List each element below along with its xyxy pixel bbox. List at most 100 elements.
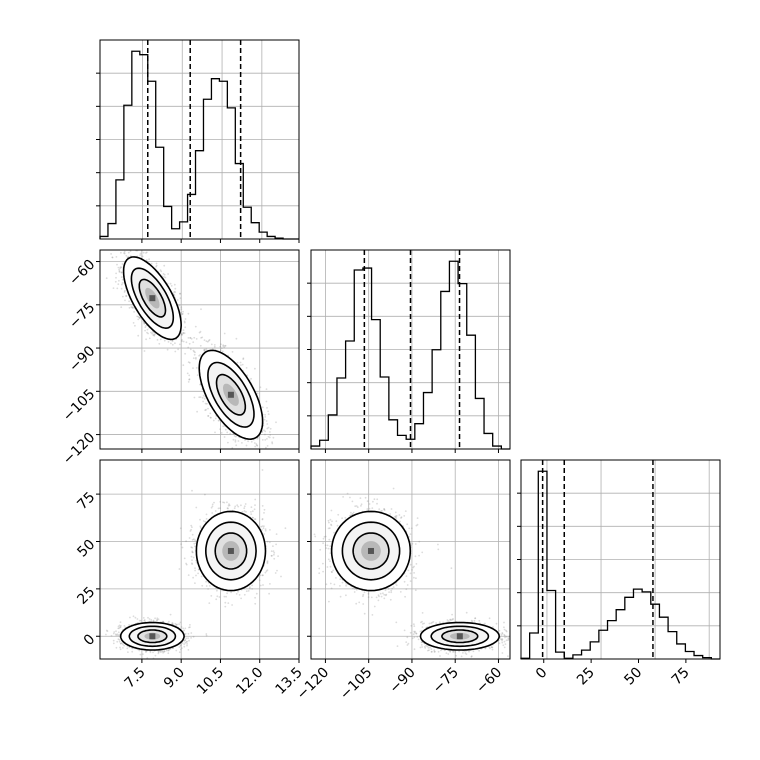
sample-point (209, 416, 212, 419)
sample-point (185, 341, 188, 344)
sample-point (146, 243, 148, 245)
sample-point (163, 650, 166, 653)
sample-point (179, 292, 182, 295)
sample-point (114, 633, 117, 636)
sample-point (166, 649, 168, 652)
sample-point (188, 639, 190, 642)
sample-point (156, 339, 159, 341)
sample-point (174, 342, 176, 345)
sample-point (174, 622, 177, 625)
sample-point (181, 647, 183, 649)
sample-point (132, 306, 135, 309)
sample-point (154, 333, 156, 335)
sample-point (175, 623, 178, 626)
sample-point (119, 626, 122, 628)
sample-point (266, 423, 269, 425)
sample-point (145, 252, 147, 254)
sample-point (242, 357, 245, 360)
sample-point (199, 344, 202, 347)
sample-point (116, 633, 119, 636)
sample-point (264, 416, 267, 418)
sample-point (127, 255, 130, 258)
sample-point (265, 446, 267, 449)
sample-point (247, 440, 250, 443)
sample-point (192, 341, 195, 344)
sample-point (100, 247, 102, 249)
sample-point (138, 316, 141, 319)
sample-point (116, 248, 118, 250)
sample-point (235, 444, 238, 447)
sample-point (268, 436, 271, 439)
sample-point (198, 396, 201, 399)
sample-point (187, 337, 190, 339)
sample-point (120, 271, 123, 274)
sample-point (190, 632, 193, 634)
sample-point (195, 356, 197, 359)
sample-point (246, 374, 249, 377)
sample-point (120, 306, 123, 309)
sample-point (256, 451, 258, 453)
sample-point (263, 429, 265, 432)
sample-point (192, 349, 195, 352)
sample-point (153, 333, 156, 336)
sample-point (264, 430, 267, 433)
sample-point (178, 651, 181, 654)
sample-point (118, 624, 121, 627)
sample-point (119, 626, 122, 629)
sample-point (121, 283, 123, 286)
sample-point (163, 276, 165, 278)
sample-point (180, 626, 183, 628)
sample-point (203, 348, 206, 351)
sample-point (221, 350, 224, 353)
sample-point (145, 324, 148, 327)
sample-point (265, 400, 268, 403)
sample-point (156, 618, 159, 621)
sample-point (121, 263, 124, 265)
sample-point (187, 312, 190, 315)
sample-point (182, 329, 185, 331)
sample-point (192, 357, 195, 360)
sample-point (224, 344, 227, 347)
sample-point (264, 413, 266, 416)
sample-point (159, 269, 162, 271)
sample-point (139, 254, 142, 256)
sample-point (232, 438, 235, 441)
histogram-panel-2 (307, 249, 511, 450)
sample-point (119, 267, 121, 270)
sample-point (264, 433, 266, 436)
sample-point (120, 271, 123, 274)
sample-point (147, 332, 150, 335)
sample-point (131, 306, 134, 308)
sample-point (186, 643, 189, 645)
sample-point (256, 392, 259, 395)
sample-point (193, 353, 196, 356)
sample-point (208, 339, 211, 341)
sample-point (181, 312, 184, 315)
sample-point (234, 440, 237, 443)
sample-point (189, 337, 192, 339)
sample-point (190, 337, 193, 340)
sample-point (143, 322, 146, 325)
sample-point (183, 332, 186, 335)
sample-point (167, 341, 170, 343)
sample-point (117, 283, 120, 286)
sample-point (180, 333, 183, 336)
sample-point (259, 386, 262, 389)
sample-point (180, 311, 182, 314)
sample-point (263, 418, 266, 421)
sample-point (180, 644, 182, 646)
sample-point (117, 634, 119, 637)
sample-point (265, 420, 268, 422)
sample-point (139, 317, 141, 320)
sample-point (186, 372, 189, 375)
sample-point (133, 311, 136, 313)
sample-point (203, 397, 206, 400)
sample-point (131, 307, 134, 309)
sample-point (239, 361, 242, 364)
sample-point (245, 444, 248, 447)
sample-point (145, 651, 147, 653)
sample-point (220, 432, 223, 434)
sample-point (117, 638, 120, 641)
sample-point (210, 343, 213, 346)
sample-point (187, 381, 190, 383)
